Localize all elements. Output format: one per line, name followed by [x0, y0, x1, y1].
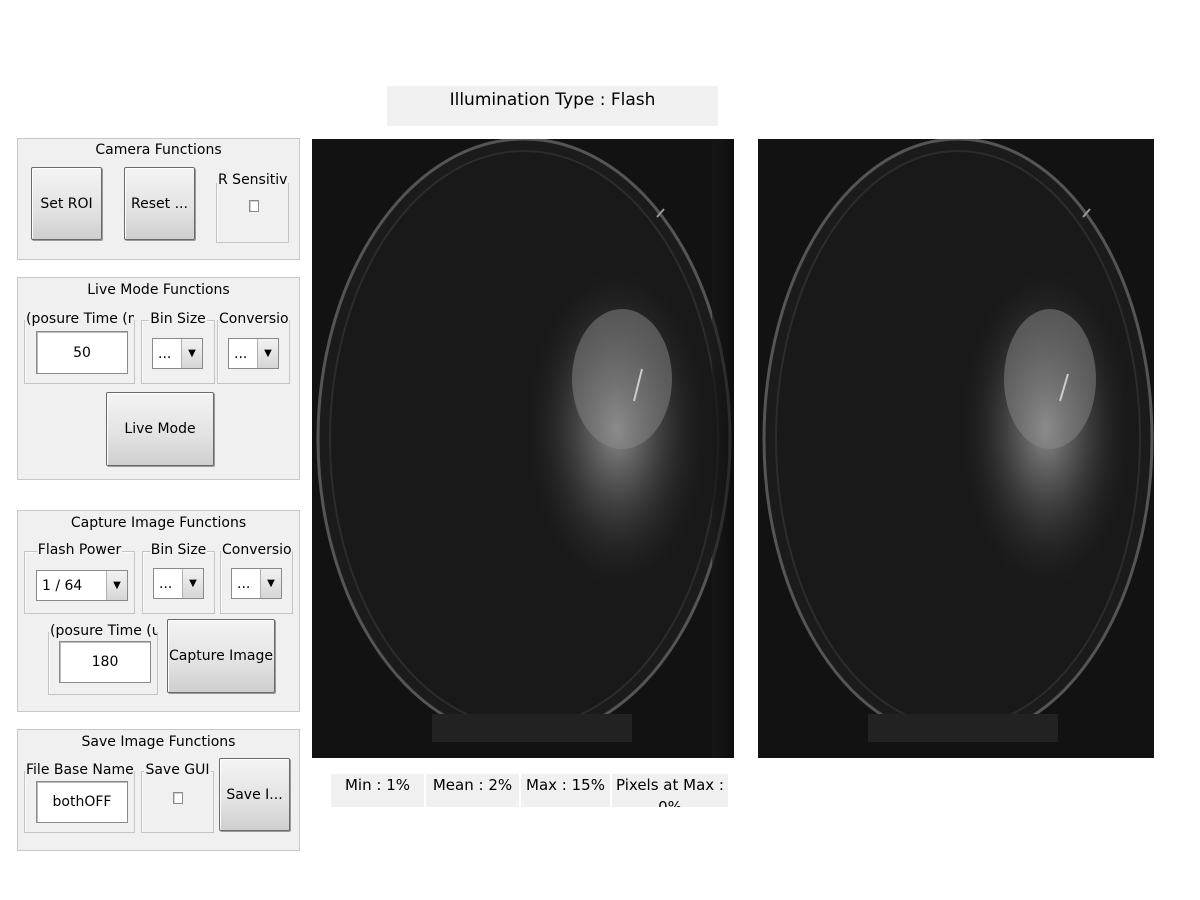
chevron-down-icon: ▼	[181, 339, 202, 368]
file-base-name-group: File Base Name bothOFF	[24, 762, 135, 833]
capture-exposure-input[interactable]: 180	[59, 641, 151, 683]
capture-conversion-group: Conversion ...▼	[220, 542, 293, 614]
capture-bin-size-group: Bin Size ... ▼	[142, 542, 215, 614]
live-mode-button[interactable]: Live Mode	[106, 392, 214, 466]
save-gui-checkbox[interactable]	[173, 792, 183, 804]
ir-sensitivity-checkbox[interactable]	[249, 200, 259, 212]
camera-functions-panel: Camera Functions Set ROI Reset ... R Sen…	[17, 138, 300, 260]
live-exposure-label: (posure Time (m	[25, 310, 134, 328]
ir-sensitivity-label: R Sensitivit	[217, 171, 288, 189]
ir-sensitivity-group: R Sensitivit	[216, 172, 289, 243]
live-conversion-label: Conversion	[218, 310, 289, 328]
stat-max: Max : 15%	[521, 774, 610, 807]
save-gui-group: Save GUI	[141, 762, 214, 833]
camera-frame-left	[312, 139, 734, 758]
flash-power-group: Flash Power 1 / 64 ▼	[24, 542, 135, 614]
capture-bin-size-select[interactable]: ... ▼	[153, 568, 204, 599]
save-image-button[interactable]: Save I...	[219, 758, 290, 831]
capture-exposure-group: (posure Time (u 180	[48, 623, 158, 695]
live-bin-size-group: Bin Size ... ▼	[141, 311, 215, 384]
chevron-down-icon: ▼	[257, 339, 278, 368]
chevron-down-icon: ▼	[182, 569, 203, 598]
capture-conversion-label: Conversion	[221, 541, 292, 559]
save-image-panel: Save Image Functions File Base Name both…	[17, 729, 300, 851]
chevron-down-icon: ▼	[106, 571, 127, 600]
file-base-name-input[interactable]: bothOFF	[36, 781, 128, 823]
camera-functions-title: Camera Functions	[18, 142, 299, 158]
live-bin-size-select[interactable]: ... ▼	[152, 338, 203, 369]
live-conversion-group: Conversion ...▼	[217, 311, 290, 384]
left-camera-image	[312, 139, 734, 758]
chevron-down-icon: ▼	[260, 569, 281, 598]
capture-image-button[interactable]: Capture Image	[167, 619, 275, 693]
live-mode-panel: Live Mode Functions (posure Time (m 50 B…	[17, 277, 300, 480]
camera-frame-right	[758, 139, 1154, 758]
reset-button[interactable]: Reset ...	[124, 167, 195, 240]
capture-bin-size-label: Bin Size	[149, 542, 208, 558]
flash-power-select[interactable]: 1 / 64 ▼	[36, 570, 128, 601]
capture-exposure-label: (posure Time (u	[49, 622, 157, 640]
live-exposure-input[interactable]: 50	[36, 331, 128, 374]
file-base-name-label: File Base Name	[25, 762, 134, 778]
capture-conversion-select[interactable]: ... ▼	[231, 568, 282, 599]
live-bin-size-label: Bin Size	[149, 311, 207, 327]
stat-min: Min : 1%	[331, 774, 424, 807]
stat-pixels-at-max: Pixels at Max : 0%	[612, 774, 728, 807]
save-gui-label: Save GUI	[144, 762, 211, 778]
right-camera-image	[758, 139, 1154, 758]
flash-power-label: Flash Power	[36, 542, 123, 558]
stat-mean: Mean : 2%	[426, 774, 519, 807]
set-roi-button[interactable]: Set ROI	[31, 167, 102, 240]
live-conversion-select[interactable]: ... ▼	[228, 338, 279, 369]
capture-image-panel: Capture Image Functions Flash Power 1 / …	[17, 510, 300, 712]
capture-image-title: Capture Image Functions	[18, 515, 299, 531]
live-exposure-group: (posure Time (m 50	[24, 311, 135, 384]
illumination-type-label: Illumination Type : Flash	[387, 86, 718, 126]
save-image-title: Save Image Functions	[18, 734, 299, 750]
live-mode-title: Live Mode Functions	[18, 282, 299, 298]
